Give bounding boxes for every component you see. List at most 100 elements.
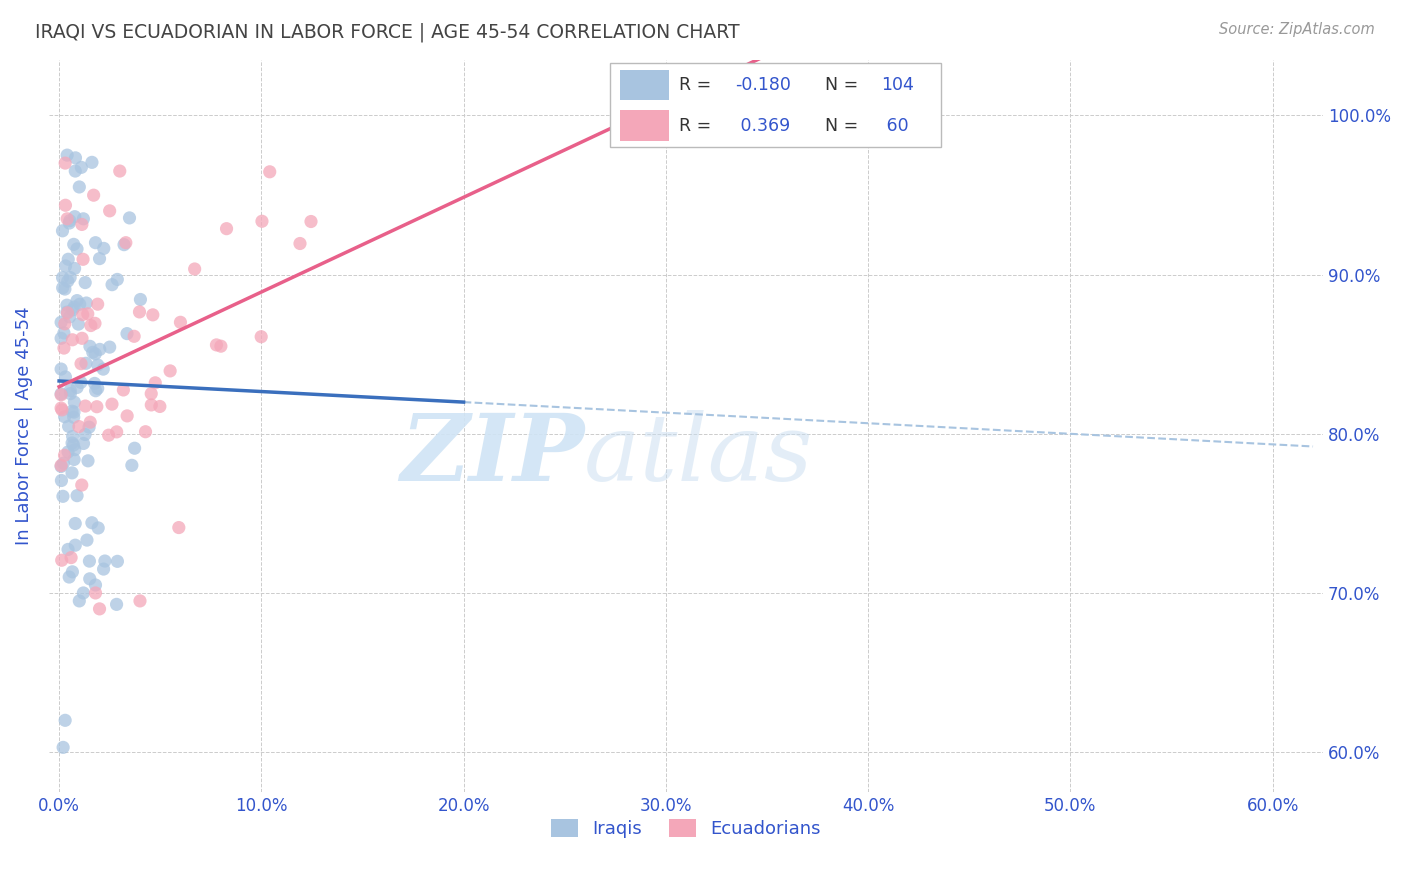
Point (52, 326, 75, 340)
Point (49, 459, 72, 474)
Point (62, 410, 84, 425)
Point (97, 428, 120, 442)
Point (288, 236, 311, 251)
Legend: Iraqis, Ecuadorians: Iraqis, Ecuadorians (544, 812, 828, 846)
Point (59, 310, 82, 324)
Point (70, 357, 93, 371)
Point (167, 520, 190, 534)
Point (72, 586, 94, 600)
Point (60, 404, 83, 418)
Point (53, 409, 76, 424)
Point (80, 155, 103, 169)
Point (52, 456, 75, 470)
Point (56, 211, 79, 226)
Point (66, 489, 89, 503)
Point (299, 214, 322, 228)
Point (259, 165, 281, 179)
Point (55, 259, 77, 273)
Point (149, 400, 172, 414)
Point (80, 516, 103, 530)
Point (60, 333, 83, 347)
Point (56, 298, 79, 312)
Text: atlas: atlas (583, 410, 814, 500)
Point (66, 293, 89, 308)
Point (63, 300, 86, 314)
Point (122, 329, 145, 343)
Point (52, 281, 75, 295)
Point (118, 211, 141, 225)
Point (94, 554, 117, 568)
Point (49, 315, 72, 329)
Point (79, 415, 101, 429)
Point (51, 224, 73, 238)
Point (98, 203, 121, 218)
Point (53, 156, 76, 170)
Point (60, 466, 83, 480)
Point (51, 403, 73, 417)
Point (62, 302, 84, 317)
Point (62, 429, 84, 443)
Point (49, 458, 72, 473)
Point (91, 362, 114, 376)
Point (87, 521, 110, 535)
Point (60, 550, 83, 565)
Point (72, 436, 94, 450)
Point (59, 270, 82, 285)
Point (80, 318, 103, 333)
Point (65, 164, 87, 178)
Point (83, 376, 105, 391)
Point (250, 329, 273, 343)
Point (93, 562, 115, 576)
Text: Source: ZipAtlas.com: Source: ZipAtlas.com (1219, 22, 1375, 37)
Point (63, 395, 86, 409)
Point (159, 364, 181, 378)
Point (70, 161, 93, 175)
Y-axis label: In Labor Force | Age 45-54: In Labor Force | Age 45-54 (15, 307, 32, 545)
Point (72, 211, 94, 226)
Point (83, 188, 105, 202)
Point (87, 358, 110, 372)
Point (65, 538, 87, 552)
Point (56, 305, 79, 319)
Point (52, 341, 75, 355)
Point (79, 572, 101, 586)
Point (84, 586, 107, 600)
Point (121, 458, 143, 473)
Point (53, 282, 76, 296)
Point (75, 356, 97, 370)
Point (63, 442, 86, 457)
Point (75, 296, 97, 310)
Point (124, 442, 146, 456)
Point (82, 345, 104, 359)
Point (51, 270, 73, 285)
Point (205, 338, 228, 352)
Point (141, 398, 163, 412)
Point (128, 305, 150, 319)
Point (77, 454, 100, 468)
Point (84, 578, 107, 592)
Point (250, 214, 273, 228)
Point (105, 425, 128, 439)
Point (65, 516, 87, 531)
Point (115, 326, 138, 341)
Point (59, 386, 82, 401)
Point (67, 594, 90, 608)
Point (70, 331, 93, 345)
Point (60, 565, 83, 579)
Point (108, 164, 131, 178)
Point (209, 339, 232, 353)
Point (49, 387, 72, 401)
Point (67, 317, 90, 331)
Point (89, 252, 111, 266)
Point (79, 554, 101, 568)
Point (70, 478, 93, 492)
Point (76, 533, 98, 547)
Point (53, 317, 76, 331)
Point (84, 316, 107, 330)
Point (49, 401, 72, 415)
Point (62, 438, 84, 452)
Point (76, 307, 98, 321)
Point (98, 340, 121, 354)
Point (107, 554, 129, 568)
Point (84, 235, 107, 250)
